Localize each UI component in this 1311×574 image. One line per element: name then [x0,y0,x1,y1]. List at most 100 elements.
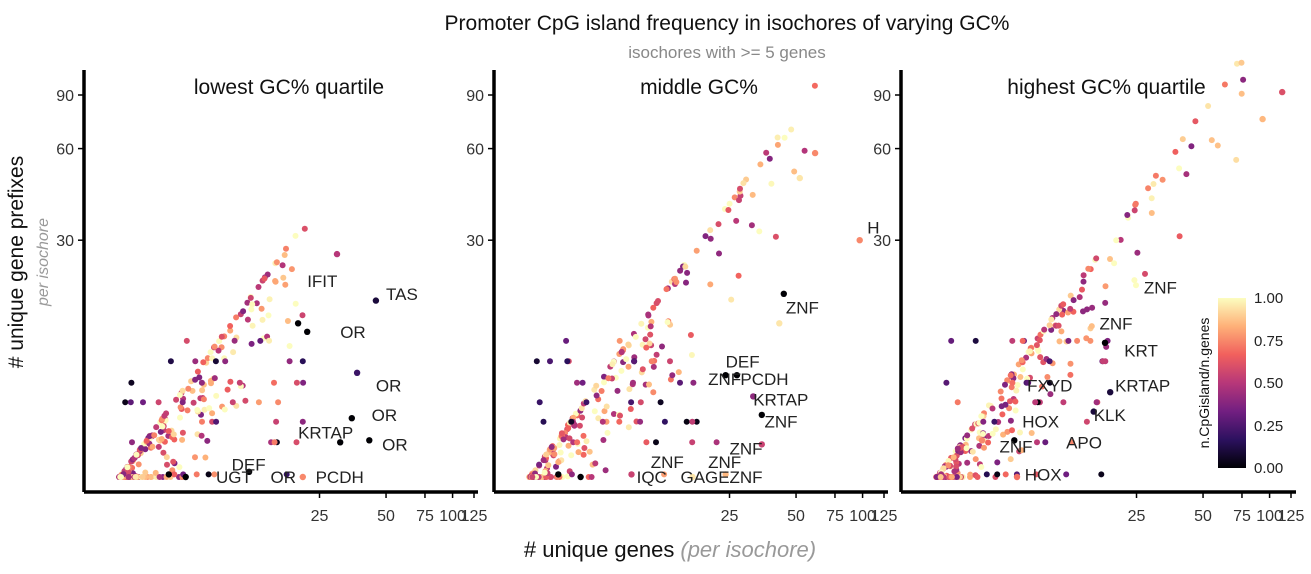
point [1012,398,1019,405]
point [198,432,205,439]
point [1080,272,1087,279]
point [1014,382,1021,388]
point [583,438,590,445]
point [548,444,555,450]
point [1058,328,1065,335]
point [1007,372,1014,379]
point [1124,212,1131,218]
point [632,333,639,340]
point [157,428,164,435]
point-label: HOX [1025,465,1062,484]
point [221,406,228,413]
point [647,331,654,338]
point [575,449,582,456]
y-tick-label: 90 [873,88,891,105]
point [212,358,219,365]
point [1009,337,1016,344]
point [605,375,612,382]
point [618,348,625,355]
point [255,284,262,290]
point [1009,427,1015,434]
point [1067,292,1074,299]
point [689,473,696,481]
point [728,296,735,303]
point [201,406,208,413]
point [937,474,944,480]
point [202,454,209,461]
point [1208,137,1215,144]
point-label: HOX [1022,413,1059,432]
point [146,433,153,440]
point [1046,358,1053,365]
point [216,338,223,345]
point [192,358,199,365]
point [301,225,308,232]
point [646,340,653,347]
point [209,410,216,417]
x-tick-label: 125 [1278,508,1305,525]
point [125,468,132,475]
point [159,423,166,430]
point [179,429,186,436]
point [618,367,625,374]
point [248,340,255,347]
point [1240,76,1247,83]
point [713,439,720,446]
point [963,445,970,452]
point [1032,399,1039,406]
point [599,418,606,425]
point [758,441,765,448]
point [1065,337,1072,344]
point [683,279,689,286]
point [273,259,280,266]
point [951,468,958,475]
point [768,180,775,187]
point [595,415,602,422]
x-tick-label: 75 [826,508,844,525]
point [204,355,211,362]
colorbar: n.CpGisland/n.genes 1.00 0.75 0.50 0.25 … [1196,290,1283,477]
point [132,474,139,480]
point [749,191,756,198]
point [205,471,212,478]
point [557,449,564,456]
point [989,405,996,412]
point [616,418,623,425]
point [940,465,947,472]
x-axis-label: # unique genes [524,537,674,562]
point [1131,207,1138,214]
point [677,267,684,274]
point [299,358,306,365]
point [610,411,617,417]
point [231,337,238,344]
point [176,464,183,471]
point [667,358,673,365]
point [994,471,1001,478]
point [601,408,608,415]
point [591,408,598,415]
point [536,461,543,468]
point [576,422,583,429]
point [648,358,655,365]
point [227,327,234,334]
point [244,316,251,323]
point-label: OR [376,376,402,395]
point [776,320,783,327]
point [300,379,307,386]
point [127,399,134,406]
point [772,233,779,240]
point [627,406,634,412]
point [631,358,637,365]
point [967,474,973,480]
point [182,473,189,481]
point [171,471,178,478]
point [293,379,300,386]
point [1221,81,1228,88]
point [155,399,162,406]
point [1008,384,1015,391]
point [283,471,290,478]
point [642,336,649,343]
point [943,379,950,386]
point-label: KRTAP [753,390,808,409]
point [650,363,657,370]
